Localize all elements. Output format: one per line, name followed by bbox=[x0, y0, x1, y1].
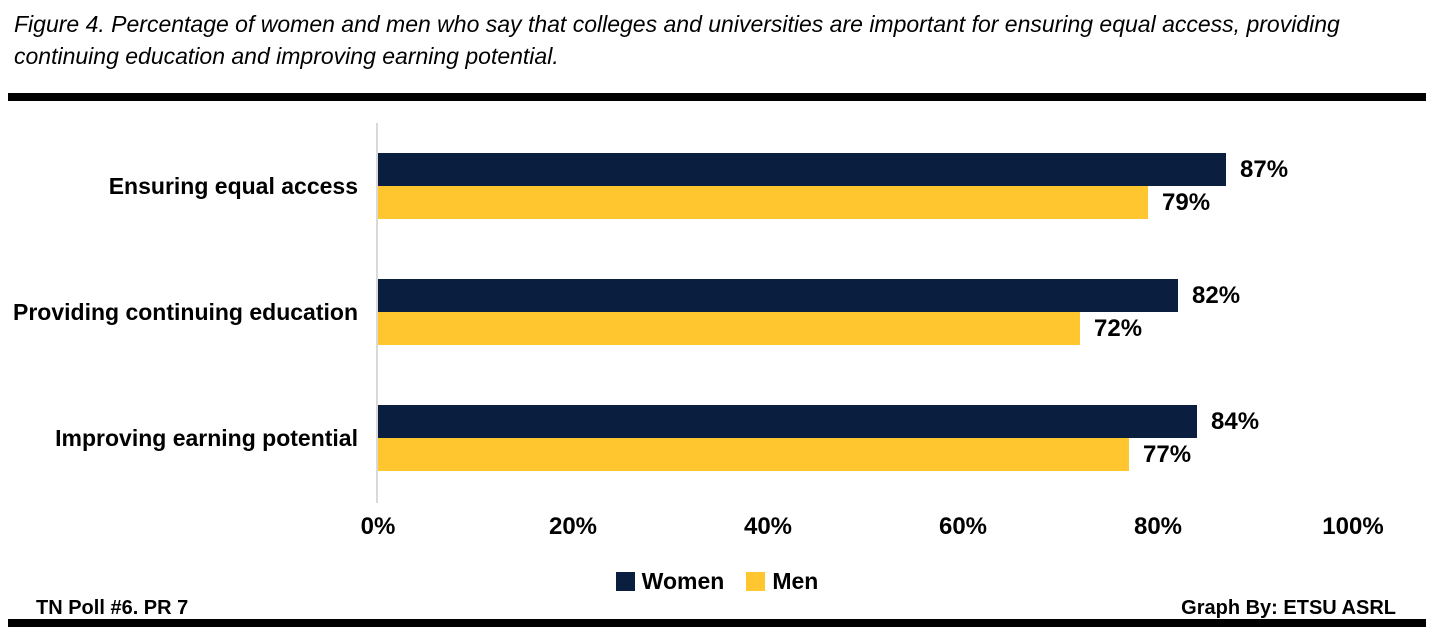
legend-label-women: Women bbox=[641, 568, 725, 594]
x-tick-label-40pct: 40% bbox=[743, 513, 793, 540]
plot-area: 87% 79% 82% 72% 84% 77% bbox=[376, 123, 1353, 503]
x-tick-label-60pct: 60% bbox=[938, 513, 988, 540]
legend-label-men: Men bbox=[772, 568, 819, 594]
value-label-men-2: 72% bbox=[1094, 314, 1143, 342]
value-label-women-2: 82% bbox=[1192, 281, 1241, 309]
value-label-men-3: 77% bbox=[1143, 440, 1192, 468]
bar-women-2 bbox=[378, 279, 1178, 312]
legend: Women Men bbox=[0, 568, 1434, 595]
bar-women-3 bbox=[378, 405, 1197, 438]
bar-men-2 bbox=[378, 312, 1080, 345]
x-tick-label-100pct: 100% bbox=[1322, 513, 1384, 540]
legend-swatch-men bbox=[746, 572, 766, 591]
bottom-divider-rule bbox=[8, 619, 1426, 627]
footer-source-note: TN Poll #6. PR 7 bbox=[36, 597, 189, 619]
bar-men-1 bbox=[378, 186, 1148, 219]
y-axis-line bbox=[376, 123, 378, 503]
legend-item-men: Men bbox=[746, 568, 818, 595]
x-tick-label-20pct: 20% bbox=[548, 513, 598, 540]
category-labels: Ensuring equal access Providing continuin… bbox=[0, 123, 358, 503]
x-tick-label-80pct: 80% bbox=[1133, 513, 1183, 540]
category-label-3: Improving earning potential bbox=[55, 424, 358, 451]
bar-men-3 bbox=[378, 438, 1129, 471]
value-label-women-1: 87% bbox=[1240, 155, 1289, 183]
figure-caption: Figure 4. Percentage of women and men wh… bbox=[14, 11, 1340, 69]
legend-swatch-women bbox=[615, 572, 635, 591]
top-divider-rule bbox=[8, 93, 1426, 101]
category-label-1: Ensuring equal access bbox=[108, 172, 358, 199]
value-label-women-3: 84% bbox=[1211, 407, 1260, 435]
x-tick-label-0pct: 0% bbox=[360, 513, 396, 540]
bar-women-1 bbox=[378, 153, 1226, 186]
value-label-men-1: 79% bbox=[1162, 188, 1211, 216]
category-label-2: Providing continuing education bbox=[13, 298, 358, 325]
footer-credit: Graph By: ETSU ASRL bbox=[1181, 597, 1396, 619]
legend-item-women: Women bbox=[615, 568, 725, 595]
x-axis: 0% 20% 40% 60% 80% 100% bbox=[361, 503, 1384, 559]
